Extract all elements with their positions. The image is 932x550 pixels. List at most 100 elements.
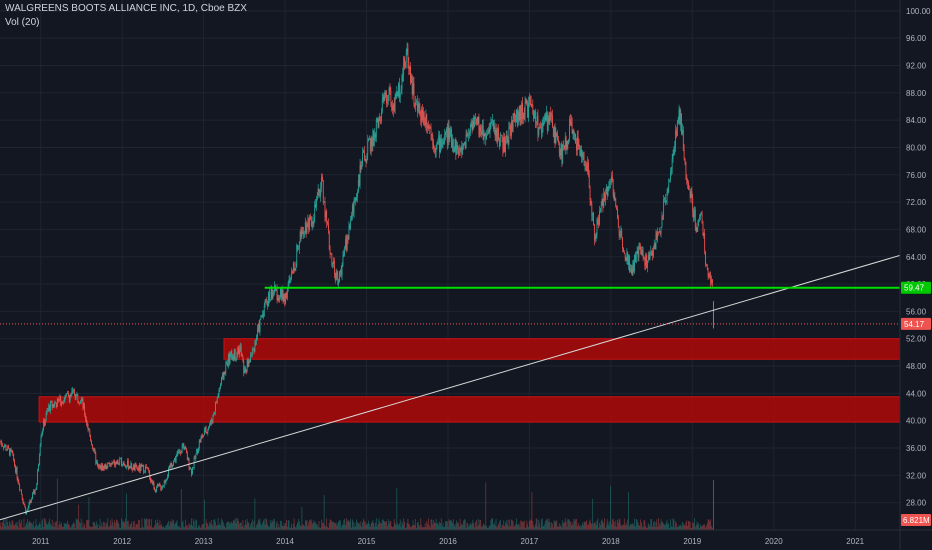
- candle-body: [200, 436, 202, 443]
- volume-bar: [559, 526, 561, 530]
- candle-body: [664, 198, 666, 202]
- volume-bar: [73, 522, 74, 530]
- candle-body: [61, 402, 62, 406]
- volume-bar: [557, 526, 558, 530]
- candle-body: [290, 278, 292, 279]
- candle-body: [563, 144, 564, 146]
- candle-body: [257, 328, 258, 338]
- volume-bar: [496, 527, 498, 530]
- candle-body: [700, 214, 702, 215]
- candle-body: [48, 405, 50, 410]
- volume-bar: [299, 525, 301, 530]
- volume-bar: [267, 524, 269, 530]
- candle-body: [265, 299, 267, 301]
- candle-body: [408, 61, 410, 70]
- candle-body: [394, 96, 396, 112]
- candle-body: [213, 413, 215, 415]
- x-tick-label: 2013: [195, 537, 213, 546]
- volume-bar: [521, 521, 523, 530]
- candle-body: [538, 127, 540, 136]
- candle-body: [254, 342, 256, 353]
- candle-body: [123, 462, 125, 465]
- candle-body: [255, 340, 257, 343]
- candle-body: [327, 222, 328, 224]
- volume-bar: [295, 527, 297, 530]
- volume-bar: [69, 527, 71, 530]
- volume-bar: [488, 525, 490, 530]
- candle-body: [311, 222, 313, 226]
- volume-bar: [556, 520, 558, 530]
- volume-bar: [396, 488, 398, 530]
- candle-body: [376, 118, 378, 121]
- volume-bar: [6, 518, 8, 530]
- candle-body: [499, 139, 500, 147]
- candle-body: [350, 219, 352, 229]
- candle-body: [574, 134, 576, 136]
- candle-body: [116, 461, 118, 464]
- candle-body: [156, 487, 157, 493]
- volume-bar: [444, 526, 446, 530]
- candle-body: [120, 458, 121, 459]
- candle-body: [645, 255, 647, 266]
- volume-bar: [413, 524, 415, 530]
- volume-bar: [340, 527, 342, 530]
- volume-bar: [272, 521, 274, 530]
- volume-bar: [145, 518, 147, 530]
- candle-body: [280, 288, 282, 298]
- candle-body: [293, 263, 295, 271]
- volume-bar: [137, 524, 139, 530]
- volume-bar: [666, 520, 668, 530]
- volume-bar: [34, 526, 36, 530]
- candle-body: [133, 465, 135, 471]
- candle-body: [14, 460, 15, 466]
- volume-bar: [463, 520, 464, 530]
- candle-body: [89, 429, 91, 436]
- candle-body: [92, 448, 94, 452]
- volume-bar: [564, 518, 566, 530]
- volume-bar: [127, 520, 129, 530]
- candle-body: [51, 401, 53, 407]
- candle-body: [304, 222, 306, 235]
- candle-body: [224, 372, 226, 374]
- volume-bar: [294, 526, 296, 530]
- volume-bar: [207, 523, 209, 530]
- candle-body: [525, 99, 527, 104]
- volume-bar: [54, 527, 56, 530]
- candle-body: [319, 191, 321, 196]
- volume-bar: [554, 521, 556, 530]
- candle-body: [496, 129, 498, 143]
- volume-bar: [9, 523, 11, 530]
- candle-body: [1, 442, 3, 446]
- volume-bar: [694, 526, 696, 530]
- candle-body: [197, 449, 198, 453]
- candle-body: [600, 204, 602, 210]
- volume-bar: [7, 521, 9, 530]
- candle-body: [635, 253, 637, 263]
- candle-body: [383, 96, 385, 101]
- candle-body: [339, 271, 340, 282]
- volume-bar: [641, 526, 643, 530]
- volume-bar: [221, 520, 223, 530]
- candle-body: [699, 216, 700, 220]
- volume-bar: [642, 527, 644, 530]
- candle-body: [435, 144, 437, 153]
- x-tick-label: 2019: [683, 537, 701, 546]
- volume-bar: [503, 520, 505, 530]
- volume-bar: [77, 519, 79, 530]
- candle-body: [194, 457, 196, 459]
- candle-body: [99, 465, 101, 468]
- candle-body: [593, 224, 595, 240]
- candle-body: [632, 262, 634, 276]
- volume-bar: [135, 524, 137, 530]
- candle-body: [96, 462, 98, 464]
- volume-bar: [201, 524, 203, 530]
- candle-body: [447, 126, 449, 144]
- candle-body: [481, 131, 482, 135]
- candle-body: [164, 481, 166, 483]
- candle-body: [44, 420, 45, 426]
- volume-bar: [239, 522, 241, 530]
- candle-body: [616, 207, 618, 209]
- volume-bar: [620, 524, 622, 530]
- volume-bar: [70, 527, 72, 530]
